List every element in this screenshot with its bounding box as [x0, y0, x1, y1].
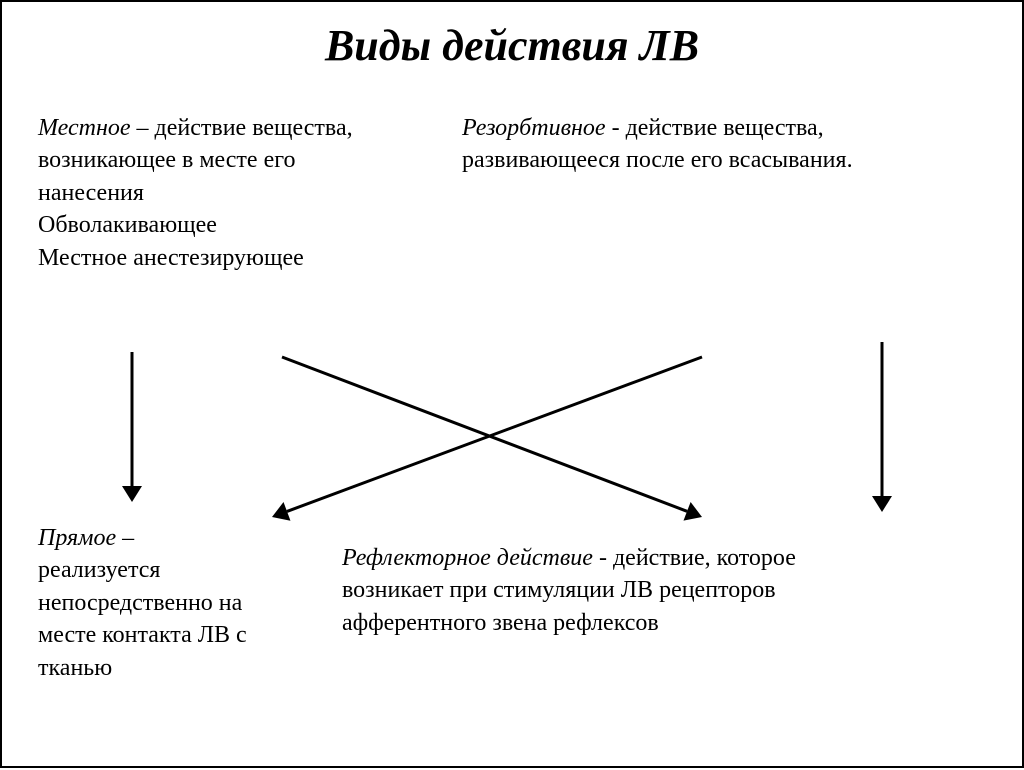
extra-enveloping: Обволакивающее: [38, 212, 217, 238]
term-direct: Прямое: [38, 525, 116, 551]
term-local: Местное: [38, 115, 131, 141]
sep: -: [606, 115, 626, 141]
term-resorptive: Резорбтивное: [462, 115, 606, 141]
block-bottom-right: Рефлекторное действие - действие, которо…: [342, 542, 902, 639]
sep: -: [593, 545, 613, 571]
sep: –: [131, 115, 155, 141]
extra-anesthetic: Местное анестезирующее: [38, 245, 304, 271]
block-bottom-left: Прямое – реализуется непосредственно на …: [38, 522, 248, 684]
slide-title: Виды действия ЛВ: [2, 20, 1022, 71]
block-top-right: Резорбтивное - действие вещества, развив…: [462, 112, 882, 177]
block-top-left: Местное – действие вещества, возникающее…: [38, 112, 398, 274]
term-reflex: Рефлекторное действие: [342, 545, 593, 571]
sep: –: [116, 525, 134, 551]
slide-frame: Виды действия ЛВ Местное – действие веще…: [0, 0, 1024, 768]
def-direct: реализуется непосредственно на месте кон…: [38, 557, 247, 680]
